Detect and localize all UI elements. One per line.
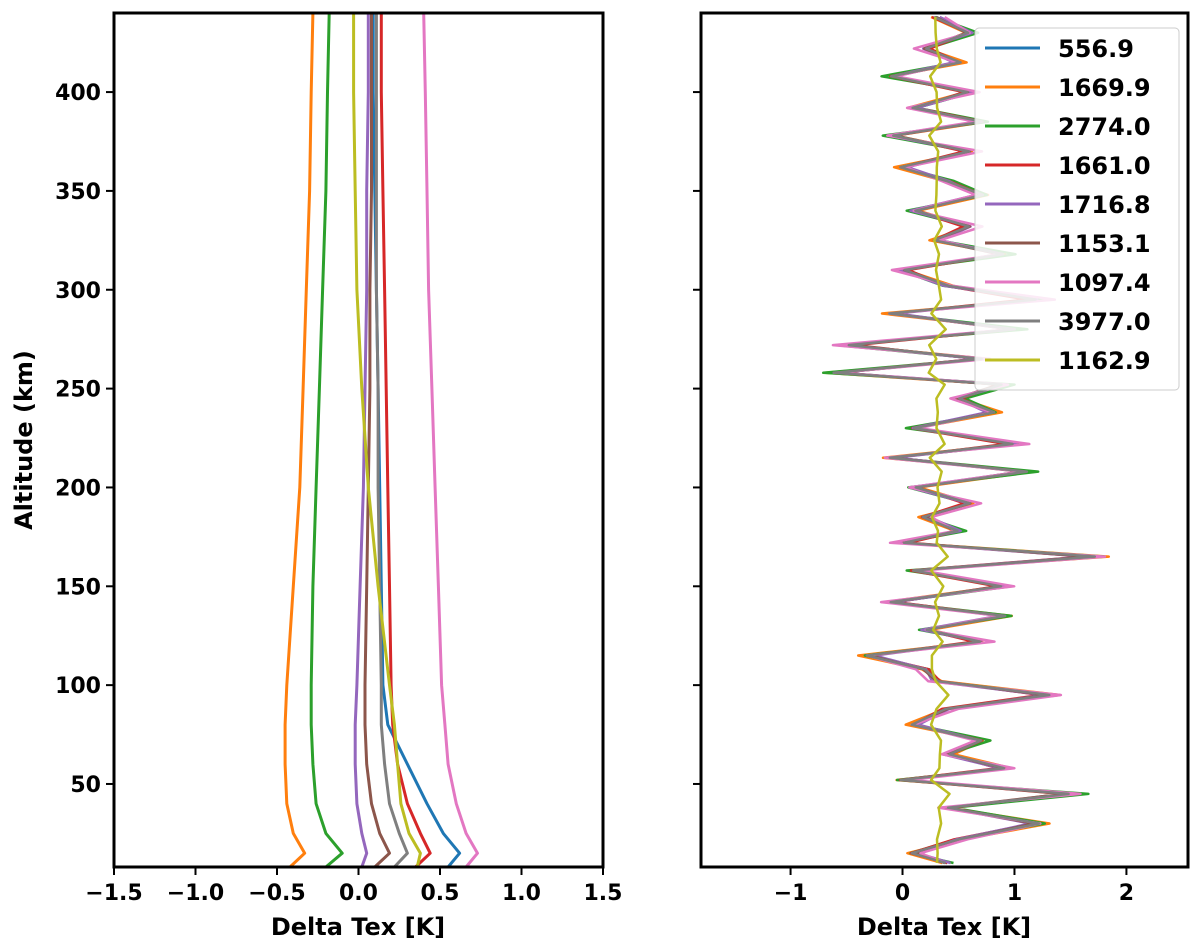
left-line-1669-9 [283,12,315,869]
legend-label-1661-0: 1661.0 [1058,152,1151,180]
left-y-tick-label: 250 [55,378,101,403]
left-line-1716-8 [353,13,370,868]
left-line-3977-0 [374,13,409,869]
left-line-1097-4 [422,12,479,868]
legend: 556.9 1669.9 2774.0 1661.0 1716.8 1153.1 1097.… [974,27,1180,391]
left-y-tick-label: 100 [55,674,101,699]
left-x-tick-label: 0.0 [339,881,378,906]
left-x-axis-title: Delta Tex [K] [271,913,445,941]
right-x-tick-label: 0 [895,881,910,906]
legend-label-1097-4: 1097.4 [1058,269,1151,297]
left-line-1162-9 [352,13,422,868]
left-series-lines [283,12,479,869]
left-y-tick-label: 50 [70,773,101,798]
left-x-tick-label: 0.5 [421,881,460,906]
legend-label-1669-9: 1669.9 [1058,74,1151,102]
right-plot-panel: −1 0 1 2 Delta Tex [K] 556.9 1669.9 2774.0 166… [693,11,1190,941]
right-x-axis-title: Delta Tex [K] [857,913,1031,941]
right-x-tick-label: 1 [1007,881,1022,906]
legend-label-1162-9: 1162.9 [1058,347,1151,375]
left-line-1153-1 [363,13,391,869]
right-line-3977-0 [832,15,1097,865]
legend-label-556-9: 556.9 [1058,35,1134,63]
left-x-tick-label: −0.5 [248,881,305,906]
left-line-1661-0 [379,13,432,869]
legend-box [974,27,1180,391]
right-series-lines [821,15,1111,865]
left-y-tick-label: 300 [55,279,101,304]
right-plot-frame [699,11,1190,869]
left-x-tick-label: −1.5 [85,881,142,906]
right-line-1162-9 [927,16,951,864]
legend-label-3977-0: 3977.0 [1058,308,1151,336]
legend-label-1153-1: 1153.1 [1058,230,1151,258]
right-x-tick-label: −1 [774,881,808,906]
left-y-axis-title: Altitude (km) [10,350,38,530]
left-x-tick-label: 1.0 [502,881,541,906]
left-plot-frame [112,11,605,869]
left-y-tick-label: 400 [55,81,101,106]
legend-label-2774-0: 2774.0 [1058,113,1151,141]
left-plot-panel: −1.5 −1.0 −0.5 0.0 0.5 1.0 1.5 50 100 150 200 250 30… [10,11,622,941]
legend-label-1716-8: 1716.8 [1058,191,1151,219]
left-x-tick-label: −1.0 [167,881,224,906]
left-x-tick-label: 1.5 [584,881,623,906]
left-y-tick-label: 150 [55,575,101,600]
right-x-tick-label: 2 [1119,881,1134,906]
left-line-2774-0 [309,12,344,869]
left-y-tick-label: 350 [55,180,101,205]
left-y-tick-label: 200 [55,476,101,501]
left-axis-ticks: −1.5 −1.0 −0.5 0.0 0.5 1.0 1.5 50 100 150 200 250 30… [55,81,622,906]
